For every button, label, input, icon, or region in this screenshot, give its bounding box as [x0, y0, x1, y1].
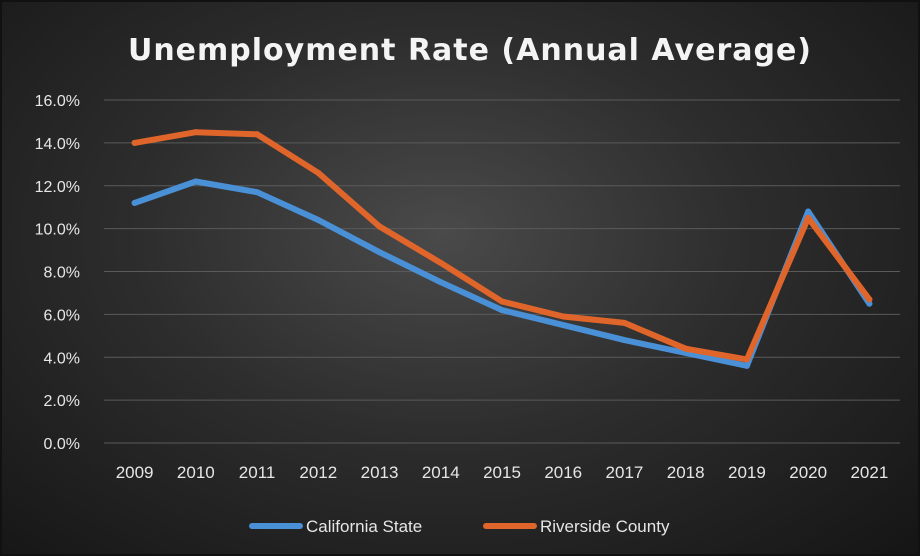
x-tick-label: 2015 — [483, 463, 521, 482]
data-point — [743, 362, 750, 369]
x-tick-label: 2010 — [177, 463, 215, 482]
y-tick-label: 16.0% — [35, 93, 80, 110]
x-tick-label: 2016 — [544, 463, 582, 482]
chart-title: Unemployment Rate (Annual Average) — [128, 33, 812, 68]
data-point — [437, 279, 444, 286]
y-tick-label: 8.0% — [44, 265, 80, 282]
data-point — [499, 298, 505, 305]
x-tick-label: 2014 — [422, 463, 460, 482]
data-point — [131, 139, 138, 146]
y-tick-label: 4.0% — [44, 350, 80, 367]
x-tick-label: 2011 — [239, 463, 276, 482]
data-point — [682, 345, 689, 352]
x-tick-label: 2009 — [116, 463, 154, 482]
data-point — [805, 208, 812, 215]
x-tick-label: 2018 — [667, 463, 705, 482]
y-axis-ticks: 0.0% 2.0% 4.0% 6.0% 8.0% 10.0% 12.0% 14.0% 16.0% — [35, 93, 80, 453]
data-point — [621, 337, 628, 344]
x-tick-label: 2019 — [728, 463, 766, 482]
y-tick-label: 10.0% — [35, 222, 80, 239]
legend-label-riverside-county: Riverside County — [540, 517, 670, 536]
y-tick-label: 14.0% — [35, 136, 80, 153]
data-point — [743, 356, 750, 363]
series-line-riverside-county — [131, 129, 873, 363]
y-tick-label: 0.0% — [44, 436, 80, 453]
data-point — [131, 199, 138, 206]
x-tick-label: 2013 — [361, 463, 399, 482]
gridlines — [104, 99, 900, 444]
data-point — [437, 259, 444, 266]
data-point — [254, 131, 261, 138]
data-point — [376, 249, 383, 256]
y-tick-label: 12.0% — [35, 179, 80, 196]
data-point — [192, 129, 199, 136]
legend: California State Riverside County — [249, 517, 670, 536]
x-axis-ticks: 2009 2010 2011 2012 2013 2014 2015 2016 2017 2018… — [116, 463, 889, 482]
x-tick-label: 2017 — [606, 463, 644, 482]
x-tick-label: 2012 — [299, 463, 337, 482]
y-tick-label: 6.0% — [44, 307, 80, 324]
data-point — [192, 178, 199, 185]
data-point — [315, 217, 322, 224]
y-tick-label: 2.0% — [44, 393, 80, 410]
data-point — [621, 319, 628, 326]
legend-label-california-state: California State — [306, 517, 422, 536]
data-point — [499, 307, 505, 314]
data-point — [560, 313, 567, 320]
data-point — [254, 189, 261, 196]
data-point — [866, 300, 873, 307]
data-point — [805, 214, 812, 221]
data-point — [560, 322, 567, 329]
series-lines — [131, 129, 873, 369]
data-point — [866, 296, 873, 303]
data-point — [376, 223, 383, 230]
data-point — [315, 169, 322, 176]
x-tick-label: 2021 — [850, 463, 888, 482]
x-tick-label: 2020 — [789, 463, 827, 482]
